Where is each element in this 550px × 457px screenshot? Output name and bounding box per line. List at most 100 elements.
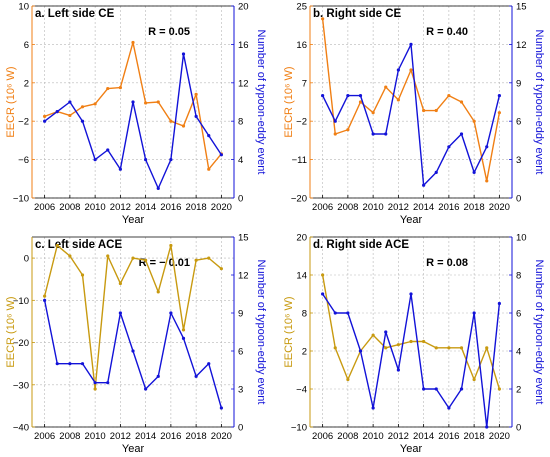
panel-title: a. Left side CE (35, 8, 115, 20)
event-count-point (106, 381, 110, 385)
event-count-point (497, 94, 501, 98)
eecr-point (118, 281, 122, 286)
eecr-point (156, 100, 160, 104)
left-y-tick-label: 25 (296, 2, 307, 13)
event-count-point (144, 387, 148, 391)
left-y-tick-label: 2 (302, 347, 307, 358)
eecr-series (321, 273, 501, 391)
left-y-tick-label: 16 (296, 40, 307, 51)
eecr-point (93, 387, 97, 391)
x-tick-label: 2006 (312, 202, 333, 213)
event-count-point (181, 336, 186, 340)
correlation-label: R = 0.05 (148, 26, 190, 38)
eecr-point (68, 254, 72, 258)
eecr-point (447, 94, 451, 98)
panel-title: d. Right side ACE (313, 239, 409, 251)
correlation-label: R = 0.08 (426, 257, 468, 269)
eecr-point (472, 377, 476, 382)
event-count-point (447, 145, 451, 149)
event-count-point (321, 292, 325, 296)
right-y-tick-label: 0 (238, 194, 243, 205)
event-count-point (169, 311, 173, 315)
event-count-point (131, 349, 135, 353)
event-count-point (346, 94, 350, 98)
x-tick-label: 2012 (388, 202, 409, 213)
x-tick-label: 2010 (85, 202, 106, 213)
x-tick-label: 2014 (135, 431, 156, 442)
eecr-line (43, 244, 222, 390)
event-count-point (194, 114, 198, 118)
eecr-point (459, 346, 464, 350)
left-y-tick-label: −11 (292, 155, 307, 166)
eecr-point (118, 86, 122, 90)
eecr-point (144, 258, 148, 262)
eecr-point (93, 102, 97, 106)
panel-title: c. Left side ACE (35, 239, 122, 251)
left-y-tick-label: 0 (24, 254, 29, 265)
right-y-axis-label: Number of typoon-eddy event (533, 260, 545, 405)
eecr-point (194, 258, 198, 262)
right-y-tick-label: 3 (516, 155, 521, 166)
right-y-tick-label: 6 (516, 117, 521, 128)
left-y-tick-label: −10 (291, 423, 307, 434)
eecr-point (497, 387, 501, 391)
left-y-tick-label: −4 (296, 385, 307, 396)
eecr-point (358, 100, 363, 104)
event-count-point (80, 362, 85, 366)
event-count-point (55, 362, 59, 366)
left-y-tick-label: 7 (302, 78, 307, 89)
x-tick-label: 2018 (464, 431, 485, 442)
event-count-point (118, 167, 122, 171)
event-count-series (321, 42, 501, 187)
x-tick-label: 2018 (186, 431, 207, 442)
event-count-point (321, 94, 325, 98)
event-count-point (169, 158, 173, 162)
eecr-line (321, 274, 501, 390)
left-y-tick-label: −2 (296, 117, 307, 128)
eecr-point (207, 167, 211, 171)
eecr-point (346, 128, 350, 132)
eecr-point (207, 256, 211, 260)
event-count-point (396, 368, 400, 372)
eecr-point (472, 119, 476, 123)
x-axis-label: Year (400, 214, 423, 226)
right-y-axis-label: Number of typoon-eddy event (533, 30, 545, 175)
event-count-series (43, 52, 223, 190)
x-tick-label: 2006 (34, 202, 55, 213)
right-y-tick-label: 3 (238, 385, 243, 396)
x-tick-label: 2014 (413, 202, 434, 213)
right-y-tick-label: 12 (238, 271, 249, 282)
right-y-tick-label: 15 (516, 2, 527, 13)
x-tick-label: 2016 (160, 431, 181, 442)
right-y-tick-label: 15 (238, 233, 249, 244)
right-y-tick-label: 6 (238, 347, 243, 358)
event-count-point (131, 100, 135, 104)
x-tick-label: 2012 (110, 431, 131, 442)
event-count-line (321, 43, 501, 186)
left-y-tick-label: −10 (13, 194, 29, 205)
eecr-point (43, 294, 47, 298)
right-y-tick-label: 0 (238, 423, 243, 434)
x-tick-label: 2018 (464, 202, 485, 213)
right-y-tick-label: 4 (516, 347, 521, 358)
eecr-point (371, 111, 375, 115)
event-count-point (181, 52, 186, 56)
eecr-series (321, 17, 501, 183)
eecr-point (131, 40, 135, 45)
correlation-label: R = 0.40 (426, 26, 468, 38)
event-count-point (447, 406, 451, 410)
correlation-label: R = − 0.01 (139, 257, 190, 269)
left-y-tick-label: 20 (296, 233, 307, 244)
eecr-point (384, 85, 388, 89)
left-y-axis-label: EECR (10⁶ W) (5, 66, 17, 137)
event-count-point (409, 292, 413, 296)
eecr-point (346, 377, 350, 382)
eecr-point (434, 108, 438, 113)
event-count-point (144, 158, 148, 162)
x-tick-label: 2006 (34, 431, 55, 442)
eecr-point (333, 346, 337, 350)
eecr-point (131, 256, 135, 260)
left-y-tick-label: −20 (291, 194, 307, 205)
event-count-point (333, 311, 337, 315)
x-tick-label: 2008 (337, 431, 358, 442)
